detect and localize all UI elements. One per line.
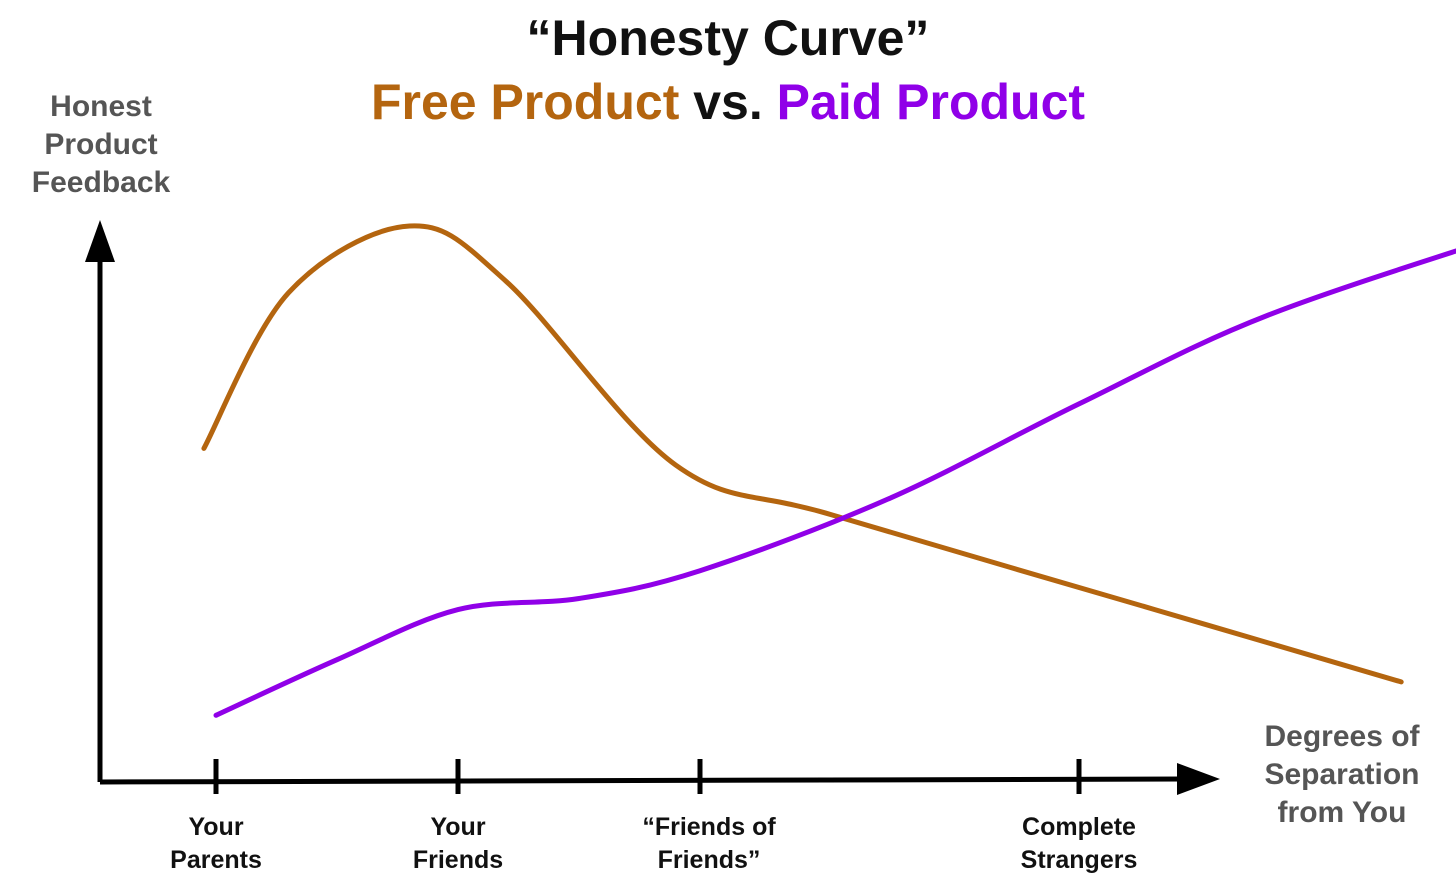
y-axis-label: Honest Product Feedback (31, 90, 171, 199)
tick-label-your-parents: Your Parents (170, 813, 262, 874)
tick-label-complete-strangers: Complete Strangers (1020, 813, 1138, 874)
x-axis-label: Degrees of Separation from You (1264, 720, 1420, 829)
x-axis-line (99, 776, 1186, 785)
tick-label-your-friends: Your Friends (412, 813, 504, 874)
subtitle-paid-product: Paid Product (776, 74, 1086, 130)
subtitle-free-product: Free Product (370, 74, 680, 130)
chart-title: “Honesty Curve” (526, 10, 930, 66)
y-axis-arrow (85, 220, 115, 262)
tick-label-friends-of-friends: “Friends of Friends” (642, 813, 776, 874)
free-product-line (201, 223, 1404, 685)
x-axis-arrow (1177, 763, 1220, 795)
subtitle-vs: vs. (679, 74, 777, 130)
paid-product-line (213, 248, 1456, 718)
chart-subtitle: Free Product vs. Paid Product (0, 72, 1456, 132)
